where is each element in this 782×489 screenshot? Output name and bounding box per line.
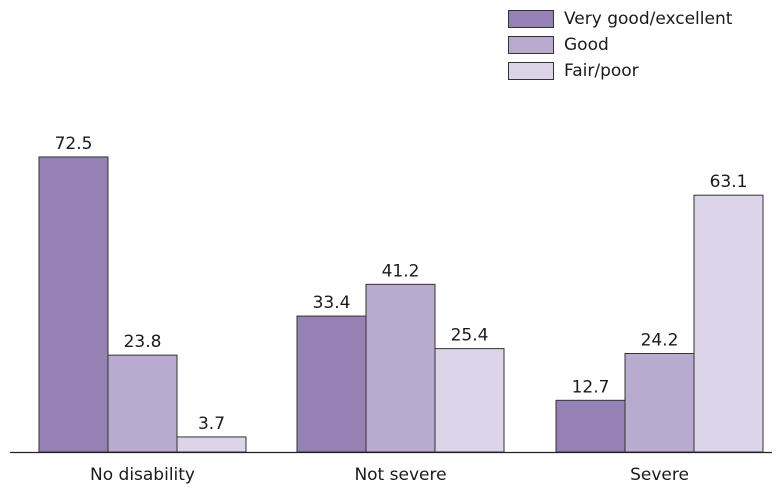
legend-item-fair-poor: Fair/poor <box>508 58 732 84</box>
bar-severe-good <box>624 353 695 453</box>
value-label-no-disability-fair-poor: 3.7 <box>198 414 225 434</box>
value-label-severe-very-good: 12.7 <box>572 377 610 397</box>
value-label-no-disability-good: 23.8 <box>124 332 162 352</box>
legend-swatch-fair-poor <box>508 62 554 80</box>
bar-no-disability-good <box>107 354 178 453</box>
legend-item-good: Good <box>508 32 732 58</box>
bar-severe-very-good <box>555 399 626 453</box>
bar-severe-fair-poor <box>693 194 764 453</box>
legend-swatch-good <box>508 36 554 54</box>
legend-swatch-very-good <box>508 10 554 28</box>
bar-no-disability-very-good <box>38 156 109 453</box>
legend-label-very-good: Very good/excellent <box>564 9 733 29</box>
bars-group <box>38 156 764 453</box>
category-label-severe: Severe <box>630 465 689 485</box>
value-label-severe-fair-poor: 63.1 <box>710 172 748 192</box>
bar-not-severe-good <box>365 283 436 453</box>
legend-label-fair-poor: Fair/poor <box>564 61 639 81</box>
bar-not-severe-fair-poor <box>434 348 505 453</box>
value-labels-group: 72.5 23.8 3.7 33.4 41.2 25.4 12.7 24.2 63.1 <box>55 134 748 434</box>
category-labels-group: No disability Not severe Severe <box>90 465 689 485</box>
legend: Very good/excellent Good Fair/poor <box>508 6 732 84</box>
category-label-no-disability: No disability <box>90 465 195 485</box>
value-label-not-severe-good: 41.2 <box>382 261 420 281</box>
legend-label-good: Good <box>564 35 609 55</box>
value-label-not-severe-very-good: 33.4 <box>313 293 351 313</box>
value-label-severe-good: 24.2 <box>641 331 679 351</box>
value-label-not-severe-fair-poor: 25.4 <box>451 326 489 346</box>
bar-not-severe-very-good <box>296 315 367 453</box>
bar-no-disability-fair-poor <box>176 436 247 453</box>
legend-item-very-good: Very good/excellent <box>508 6 732 32</box>
value-label-no-disability-very-good: 72.5 <box>55 134 93 154</box>
category-label-not-severe: Not severe <box>354 465 446 485</box>
